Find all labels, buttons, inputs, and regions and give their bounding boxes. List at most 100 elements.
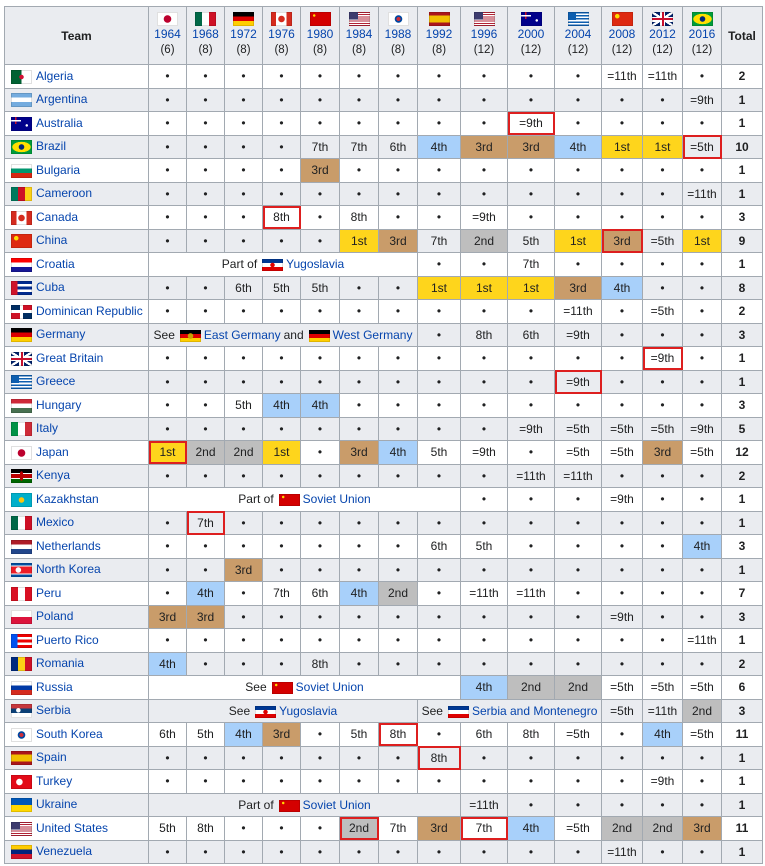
year-column-header[interactable]: 1996 (12) (460, 6, 508, 65)
team-link[interactable]: Ukraine (36, 797, 78, 812)
span-prefix: Part of (238, 797, 274, 812)
year-column-header[interactable]: 2004 (12) (554, 6, 602, 65)
result-cell-absent: • (378, 510, 418, 535)
team-link[interactable]: Italy (36, 421, 59, 436)
total-column-header[interactable]: Total (721, 6, 763, 65)
year-column-header[interactable]: 2008 (12) (601, 6, 643, 65)
team-column-header[interactable]: Team (4, 6, 149, 65)
year-column-header[interactable]: 1980 (8) (300, 6, 340, 65)
team-link[interactable]: Brazil (36, 139, 67, 154)
team-link[interactable]: South Korea (36, 726, 103, 741)
result-cell: =9th (601, 604, 643, 629)
year-column-header[interactable]: 1988 (8) (378, 6, 418, 65)
team-link[interactable]: Kazakhstan (36, 491, 99, 506)
year-column-header[interactable]: 1976 (8) (262, 6, 301, 65)
year-column-header[interactable]: 2012 (12) (642, 6, 683, 65)
year-link[interactable]: 1964 (154, 27, 181, 41)
year-link[interactable]: 2008 (608, 27, 636, 41)
team-link[interactable]: Netherlands (36, 538, 101, 553)
team-link[interactable]: Argentina (36, 92, 88, 107)
year-link[interactable]: 1992 (425, 27, 453, 41)
country-link[interactable]: West Germany (332, 327, 413, 342)
team-link[interactable]: Venezuela (36, 844, 93, 859)
team-count: (12) (520, 44, 542, 56)
team-link[interactable]: Japan (36, 444, 69, 459)
country-link[interactable]: Soviet Union (295, 680, 364, 695)
year-link[interactable]: 1972 (230, 27, 257, 41)
flag-gb-icon (652, 12, 673, 26)
year-link[interactable]: 1980 (306, 27, 334, 41)
team-link[interactable]: Cameroon (36, 186, 93, 201)
country-link[interactable]: Soviet Union (302, 797, 371, 812)
team-link[interactable]: Kenya (36, 468, 71, 483)
result-cell-absent: • (262, 228, 301, 253)
team-link[interactable]: Hungary (36, 397, 82, 412)
year-column-header[interactable]: 1964 (6) (148, 6, 187, 65)
year-link[interactable]: 1976 (268, 27, 295, 41)
result-cell-absent: • (642, 604, 683, 629)
country-link[interactable]: Yugoslavia (286, 257, 345, 272)
team-link[interactable]: Turkey (36, 773, 73, 788)
year-column-header[interactable]: 1972 (8) (224, 6, 263, 65)
result-cell-absent: • (682, 322, 722, 347)
team-link[interactable]: Russia (36, 679, 73, 694)
year-link[interactable]: 2000 (517, 27, 545, 41)
year-link[interactable]: 2016 (688, 27, 716, 41)
year-column-header[interactable]: 2016 (12) (682, 6, 722, 65)
year-link[interactable]: 1988 (384, 27, 412, 41)
country-link[interactable]: East Germany (203, 327, 281, 342)
result-cell: 1st (148, 440, 187, 465)
year-link[interactable]: 2004 (564, 27, 592, 41)
flag-pe-icon (11, 586, 32, 601)
team-link[interactable]: Puerto Rico (36, 632, 99, 647)
year-column-header[interactable]: 1992 (8) (417, 6, 461, 65)
result-cell-absent: • (262, 158, 301, 183)
country-link[interactable]: Serbia and Montenegro (471, 703, 598, 718)
year-link[interactable]: 1984 (345, 27, 373, 41)
result-cell-absent: • (417, 628, 461, 653)
result-cell-absent: • (339, 510, 379, 535)
team-link[interactable]: Romania (36, 656, 85, 671)
year-link[interactable]: 2012 (649, 27, 676, 41)
team-link[interactable]: North Korea (36, 562, 101, 577)
year-link[interactable]: 1968 (192, 27, 219, 41)
team-link[interactable]: Algeria (36, 68, 74, 83)
result-cell-absent: • (642, 322, 683, 347)
result-cell-absent: • (682, 557, 722, 582)
result-cell-absent: • (601, 158, 643, 183)
team-link[interactable]: Poland (36, 609, 74, 624)
team-link[interactable]: United States (36, 820, 109, 835)
year-column-header[interactable]: 2000 (12) (507, 6, 555, 65)
result-cell-absent: • (186, 393, 225, 418)
team-link[interactable]: Mexico (36, 515, 75, 530)
team-link[interactable]: Cuba (36, 280, 65, 295)
team-link[interactable]: Croatia (36, 256, 75, 271)
team-link[interactable]: Great Britain (36, 350, 104, 365)
result-cell-absent: • (262, 839, 301, 864)
team-link[interactable]: Dominican Republic (36, 303, 143, 318)
result-cell-absent: • (224, 839, 263, 864)
result-cell: =9th (507, 416, 555, 441)
team-link[interactable]: Spain (36, 750, 67, 765)
team-link[interactable]: Serbia (36, 703, 71, 718)
team-link[interactable]: Australia (36, 115, 83, 130)
team-link[interactable]: Greece (36, 374, 76, 389)
team-link[interactable]: Peru (36, 585, 62, 600)
result-cell: =5th (642, 299, 683, 324)
country-link[interactable]: Yugoslavia (279, 703, 338, 718)
country-link[interactable]: Soviet Union (302, 492, 371, 507)
year-link[interactable]: 1996 (470, 27, 498, 41)
team-cell: Canada (4, 205, 149, 230)
result-cell-absent: • (224, 463, 263, 488)
result-cell: =9th (460, 205, 508, 230)
team-link[interactable]: Bulgaria (36, 162, 81, 177)
team-link[interactable]: Germany (36, 327, 86, 342)
team-link[interactable]: Canada (36, 209, 79, 224)
team-count: (12) (691, 44, 713, 56)
year-column-header[interactable]: 1984 (8) (339, 6, 379, 65)
team-link[interactable]: China (36, 233, 68, 248)
result-cell-absent: • (460, 510, 508, 535)
flag-su-icon (278, 799, 300, 812)
result-cell-absent: • (682, 369, 722, 394)
year-column-header[interactable]: 1968 (8) (186, 6, 225, 65)
